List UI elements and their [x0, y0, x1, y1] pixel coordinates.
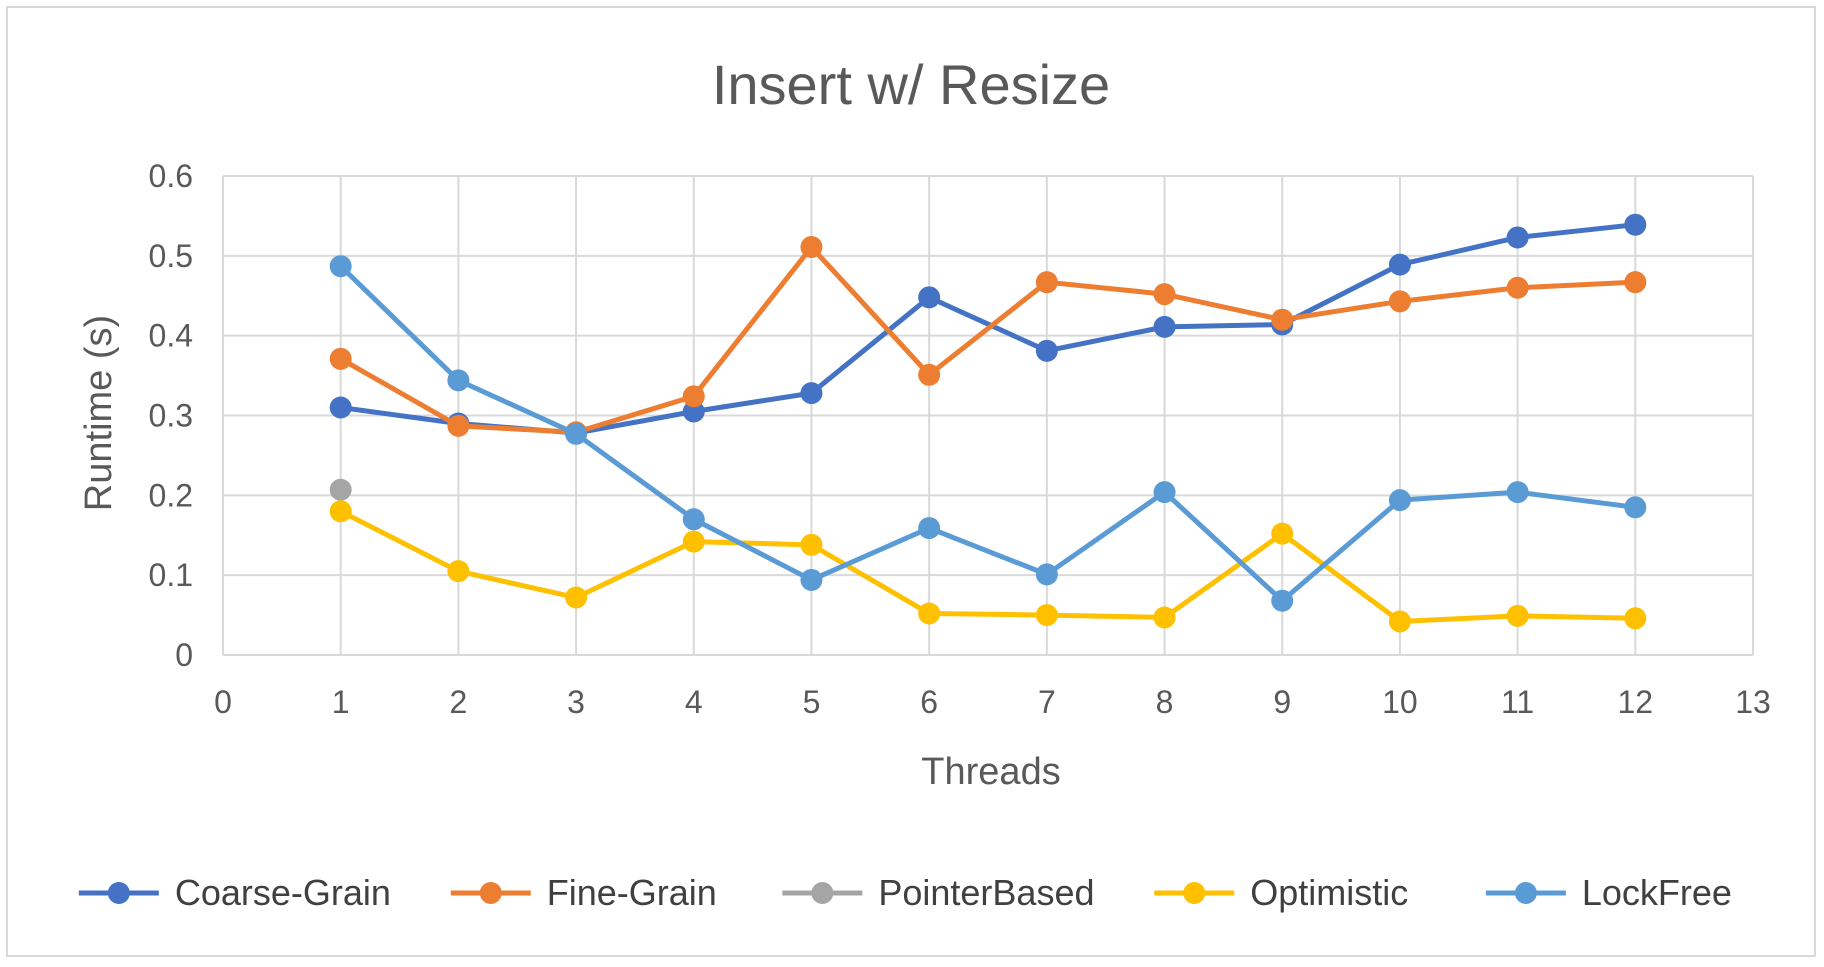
- data-point: [918, 363, 941, 386]
- data-point: [1624, 271, 1647, 294]
- data-point: [565, 422, 588, 445]
- x-tick-label: 11: [1501, 684, 1534, 720]
- data-point: [1153, 283, 1176, 306]
- legend-label: Fine-Grain: [547, 872, 717, 913]
- gridlines: [222, 175, 1754, 656]
- legend-label: Optimistic: [1250, 872, 1408, 913]
- legend-item-coarse-grain: Coarse-Grain: [78, 872, 391, 913]
- data-point: [1035, 604, 1058, 627]
- data-point: [682, 400, 705, 423]
- x-tick-label: 1: [332, 684, 350, 720]
- legend-item-optimistic: Optimistic: [1154, 872, 1408, 913]
- data-point: [329, 396, 352, 419]
- data-point: [918, 517, 941, 540]
- legend-label: LockFree: [1582, 872, 1732, 913]
- data-point: [329, 478, 352, 501]
- data-point: [1624, 607, 1647, 630]
- legend-label: PointerBased: [878, 872, 1094, 913]
- data-point: [1153, 315, 1176, 338]
- data-point: [447, 414, 470, 437]
- legend-marker: [1514, 882, 1537, 904]
- chart-title: Insert w/ Resize: [712, 53, 1110, 116]
- x-tick-label: 12: [1618, 684, 1654, 720]
- data-point: [565, 586, 588, 609]
- legend-marker: [811, 882, 834, 904]
- series-line: [338, 264, 1636, 604]
- series-lockfree: [329, 255, 1647, 612]
- x-tick-label: 9: [1273, 684, 1291, 720]
- data-point: [1035, 563, 1058, 586]
- x-tick-label: 7: [1038, 684, 1056, 720]
- data-point: [1388, 290, 1411, 313]
- data-point: [329, 500, 352, 523]
- legend: Coarse-Grain Fine-Grain PointerBased Optimi…: [78, 872, 1732, 913]
- legend-item-pointerbased: PointerBased: [782, 872, 1095, 913]
- data-point: [329, 255, 352, 278]
- data-point: [918, 602, 941, 625]
- data-point: [800, 568, 823, 591]
- series-optimistic: [329, 500, 1647, 633]
- legend-marker: [479, 882, 502, 904]
- data-point: [1153, 606, 1176, 629]
- data-point: [682, 385, 705, 408]
- series-pointerbased: [329, 478, 352, 501]
- y-tick-label: 0.3: [149, 398, 193, 434]
- series-line: [339, 509, 1636, 624]
- x-tick-label: 6: [920, 684, 938, 720]
- x-tick-label: 5: [803, 684, 821, 720]
- x-tick-label: 13: [1735, 684, 1771, 720]
- data-point: [1506, 604, 1529, 627]
- data-point: [1271, 308, 1294, 331]
- x-axis-title: Threads: [921, 751, 1060, 793]
- data-point: [1153, 481, 1176, 504]
- data-point: [1388, 489, 1411, 512]
- x-tick-label: 2: [449, 684, 467, 720]
- y-tick-label: 0.2: [149, 477, 193, 513]
- x-tick-label: 4: [685, 684, 703, 720]
- y-axis-title: Runtime (s): [78, 315, 120, 511]
- data-point: [1035, 271, 1058, 294]
- legend-label: Coarse-Grain: [175, 872, 391, 913]
- data-point: [918, 286, 941, 309]
- x-tick-label: 8: [1156, 684, 1174, 720]
- legend-marker: [1183, 882, 1206, 904]
- data-point: [1506, 276, 1529, 299]
- data-point: [1388, 610, 1411, 633]
- y-tick-label: 0.1: [149, 557, 193, 593]
- y-tick-label: 0.4: [149, 318, 193, 354]
- data-point: [1506, 481, 1529, 504]
- legend-item-lockfree: LockFree: [1485, 872, 1732, 913]
- y-axis-ticks: 0 0.1 0.2 0.3 0.4 0.5 0.6: [149, 158, 193, 673]
- data-point: [682, 530, 705, 553]
- data-point: [1624, 213, 1647, 236]
- data-point: [800, 382, 823, 405]
- data-point: [800, 533, 823, 556]
- y-tick-label: 0.5: [149, 238, 193, 274]
- legend-item-fine-grain: Fine-Grain: [450, 872, 717, 913]
- data-point: [1035, 339, 1058, 362]
- x-tick-label: 10: [1382, 684, 1418, 720]
- data-point: [447, 369, 470, 392]
- series-line: [339, 244, 1636, 435]
- data-point: [1271, 522, 1294, 545]
- data-point: [1388, 253, 1411, 276]
- y-tick-label: 0: [175, 637, 193, 673]
- data-point: [329, 347, 352, 370]
- data-point: [1506, 226, 1529, 249]
- y-tick-label: 0.6: [149, 158, 193, 194]
- data-point: [682, 508, 705, 531]
- x-tick-label: 3: [567, 684, 585, 720]
- x-tick-label: 0: [214, 684, 232, 720]
- data-point: [800, 236, 823, 259]
- data-point: [1271, 589, 1294, 612]
- legend-marker: [107, 882, 130, 904]
- series-layer: [329, 213, 1647, 633]
- x-axis-ticks: 0 1 2 3 4 5 6 7 8 9 10 11 12 13: [214, 684, 1771, 720]
- data-point: [1624, 496, 1647, 519]
- data-point: [447, 560, 470, 583]
